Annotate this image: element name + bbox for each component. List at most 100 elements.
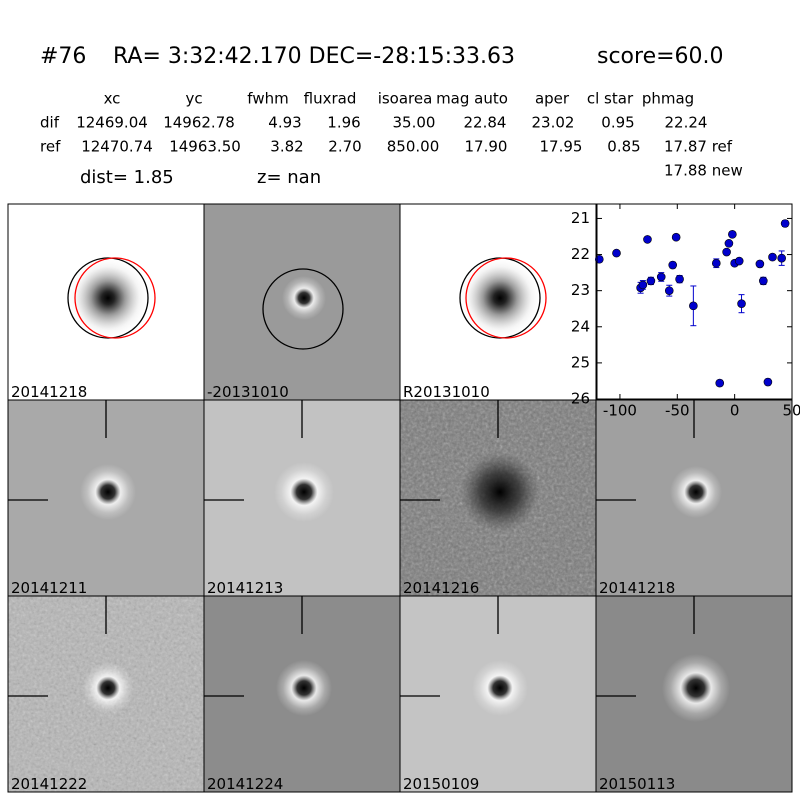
point: [722, 247, 731, 257]
point: [671, 232, 681, 242]
y-tick-label: 26: [571, 390, 590, 408]
row-label: dif: [40, 114, 60, 132]
x-tick-label: -100: [603, 402, 637, 420]
aperture-circle: [465, 257, 547, 339]
source: [274, 462, 334, 522]
y-tick-label: 22: [571, 245, 590, 263]
table-cell: 4.93: [268, 114, 301, 132]
column-header: mag auto: [436, 90, 508, 108]
source: [472, 660, 528, 716]
table-cell: 0.95: [601, 114, 634, 132]
column-header: isoarea: [378, 90, 433, 108]
column-header: cl star: [587, 90, 634, 108]
stamp-label: 20150113: [599, 775, 675, 793]
source: [66, 256, 150, 340]
point: [734, 256, 744, 266]
point: [768, 252, 777, 262]
stamp-label: 20141213: [207, 579, 283, 597]
redshift: z= nan: [257, 167, 321, 188]
point: [656, 272, 666, 282]
x-tick-label: 50: [782, 402, 800, 420]
source: [458, 256, 542, 340]
point: [755, 259, 765, 269]
source: [662, 654, 730, 722]
column-header: fluxrad: [304, 90, 357, 108]
table-cell: 0.85: [607, 138, 640, 156]
row-label: ref: [40, 138, 61, 156]
point: [675, 274, 684, 284]
point: [664, 286, 674, 295]
plot-background: [597, 204, 792, 399]
source: [460, 452, 540, 532]
y-tick-label: 23: [571, 281, 590, 299]
column-header: phmag: [642, 90, 694, 108]
y-tick-label: 21: [571, 209, 590, 227]
point: [715, 378, 725, 388]
table-cell: 35.00: [393, 114, 436, 132]
table-cell: 22.24: [665, 114, 708, 132]
column-header: fwhm: [247, 90, 288, 108]
table-cell: 14963.50: [169, 138, 241, 156]
stamp-label: -20131010: [207, 383, 289, 401]
aperture-circle: [262, 268, 344, 350]
table-cell: 22.84: [464, 114, 507, 132]
stamp-label: 20150109: [403, 775, 479, 793]
table-cell: 2.70: [328, 138, 361, 156]
stamp-label: 20141218: [599, 579, 675, 597]
aperture-circle: [74, 257, 156, 339]
source: [670, 466, 722, 518]
table-cell: 3.82: [270, 138, 303, 156]
point: [668, 260, 678, 270]
lightcurve: -100 -50 0 50 21 22 23 24 25 26: [571, 203, 800, 420]
stamp-label: 20141216: [403, 579, 479, 597]
source: [282, 276, 326, 320]
table-cell: 1.96: [327, 114, 360, 132]
y-tick-label: 24: [571, 317, 590, 335]
point: [763, 377, 773, 387]
stamp-label: 20141224: [207, 775, 283, 793]
source: [80, 464, 136, 520]
point: [643, 235, 652, 244]
table-cell: 17.87 ref: [664, 138, 733, 156]
y-tick-label: 25: [571, 353, 590, 371]
source: [276, 660, 332, 716]
stamp-label: 20141218: [11, 383, 87, 401]
point: [638, 280, 648, 290]
point: [728, 230, 737, 239]
point: [780, 219, 790, 228]
plot-frame: [596, 203, 793, 400]
stamp-frame: [595, 595, 793, 793]
point: [737, 299, 746, 308]
column-header: xc: [104, 90, 121, 108]
table-cell: 850.00: [387, 138, 440, 156]
column-header: aper: [535, 90, 570, 108]
coordinates: RA= 3:32:42.170 DEC=-28:15:33.63: [113, 44, 515, 69]
stamp-label: 20141211: [11, 579, 87, 597]
point: [594, 254, 604, 264]
point: [612, 248, 621, 258]
stamp-label: R20131010: [403, 383, 490, 401]
x-tick-label: -50: [665, 402, 690, 420]
table-cell: 23.02: [532, 114, 575, 132]
table-cell: 14962.78: [163, 114, 235, 132]
point: [646, 276, 656, 286]
phmag-new: 17.88 new: [664, 162, 743, 180]
column-header: yc: [185, 90, 202, 108]
source: [82, 662, 134, 714]
point: [759, 276, 768, 286]
panels: 20141218 -20131010 R20131010 20141211 201412…: [7, 203, 793, 793]
point: [711, 258, 721, 268]
candidate-id: #76: [40, 44, 86, 69]
table-cell: 17.90: [465, 138, 508, 156]
table-cell: 17.95: [540, 138, 583, 156]
table-cell: 12470.74: [81, 138, 153, 156]
stamp-label: 20141222: [11, 775, 87, 793]
point: [689, 301, 698, 311]
point: [724, 239, 734, 248]
table-cell: 12469.04: [76, 114, 148, 132]
point: [777, 253, 786, 263]
distance: dist= 1.85: [80, 167, 174, 188]
score: score=60.0: [597, 44, 724, 69]
